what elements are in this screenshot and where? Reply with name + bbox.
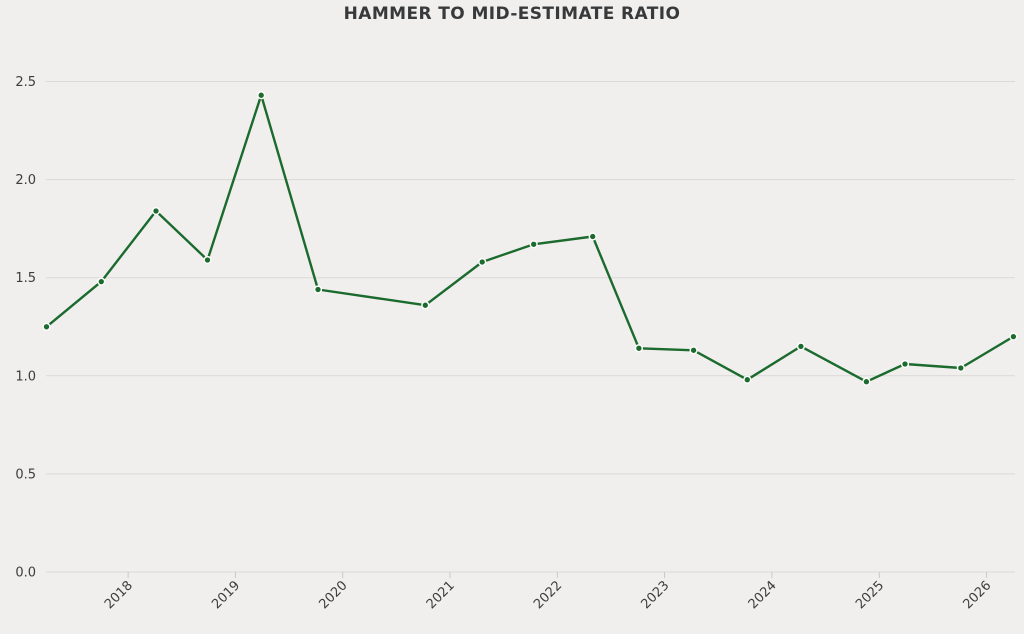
y-tick-label: 2.5 xyxy=(15,75,36,90)
data-point xyxy=(203,255,212,265)
x-tick-label: 2019 xyxy=(209,578,243,612)
x-tick-label: 2024 xyxy=(746,578,780,612)
data-point xyxy=(313,285,323,294)
y-tick-label: 0.5 xyxy=(15,467,36,482)
x-tick-label: 2026 xyxy=(960,578,994,612)
y-tick-label: 0.0 xyxy=(15,566,36,581)
data-point xyxy=(1009,332,1018,341)
data-point xyxy=(900,359,910,369)
x-tick-label: 2022 xyxy=(531,578,565,612)
data-point xyxy=(862,377,871,386)
data-point xyxy=(634,344,644,353)
data-point xyxy=(478,257,487,267)
data-point xyxy=(689,346,698,355)
series-line xyxy=(45,94,1015,383)
data-point xyxy=(42,322,51,331)
x-tick-label: 2020 xyxy=(317,578,351,612)
data-point xyxy=(743,375,752,384)
x-tick-label: 2018 xyxy=(102,578,136,612)
data-point xyxy=(588,232,597,241)
data-point xyxy=(421,301,430,310)
x-tick-label: 2021 xyxy=(424,578,458,612)
data-point xyxy=(796,342,806,351)
data-point xyxy=(529,240,538,249)
x-tick-label: 2025 xyxy=(853,578,887,612)
y-tick-label: 2.0 xyxy=(15,173,36,188)
y-tick-label: 1.0 xyxy=(15,369,36,384)
chart-title: HAMMER TO MID-ESTIMATE RATIO xyxy=(343,4,681,24)
data-point xyxy=(151,206,161,216)
x-tick-label: 2023 xyxy=(638,578,672,612)
data-point xyxy=(956,363,965,373)
data-point xyxy=(257,91,266,100)
data-point xyxy=(97,277,106,286)
y-tick-label: 1.5 xyxy=(15,271,36,286)
